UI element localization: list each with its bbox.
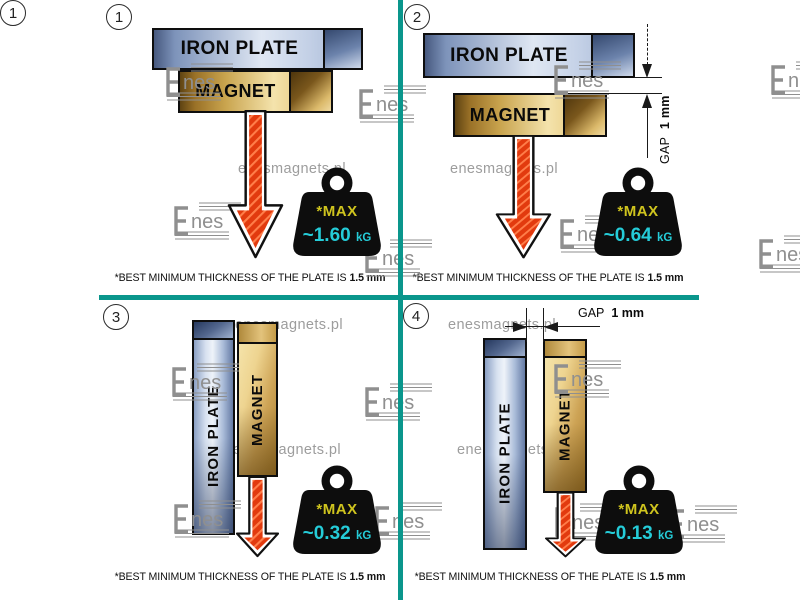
gap-label-4: GAP 1 mm: [578, 306, 645, 320]
watermark-logo: nes: [768, 58, 800, 102]
max-value-4: ~0.13 kG: [604, 523, 674, 544]
svg-text:nes: nes: [191, 211, 223, 233]
watermark-logo: nes: [756, 232, 800, 276]
magnet-4-end-cap: [545, 341, 585, 358]
panel-1-number: 1: [0, 0, 26, 26]
svg-text:nes: nes: [687, 514, 719, 536]
gap-dim-line: [647, 108, 648, 158]
caption-1: *BEST MINIMUM THICKNESS OF THE PLATE IS 1…: [114, 272, 386, 284]
gap-ext-line-right: [543, 308, 544, 342]
svg-text:nes: nes: [392, 511, 424, 533]
watermark-logo: nes: [551, 357, 623, 401]
magnet-3: MAGNET: [237, 322, 278, 477]
watermark-logo: nes: [163, 60, 235, 104]
gap-ext-line-left: [526, 308, 527, 342]
watermark-logo: nes: [169, 360, 241, 404]
svg-text:nes: nes: [189, 372, 221, 394]
gap-dim-arrow-left: [544, 322, 558, 332]
caption-4: *BEST MINIMUM THICKNESS OF THE PLATE IS 1…: [414, 571, 686, 583]
iron-plate-1-end-cap: [323, 30, 361, 68]
watermark-logo: nes: [372, 499, 444, 543]
magnet-2-label: MAGNET: [469, 104, 551, 125]
gap-dim-arrow-up: [642, 94, 652, 108]
pull-force-arrow-3: [236, 476, 279, 558]
svg-text:nes: nes: [183, 72, 215, 94]
panel-number-text: 1: [8, 4, 18, 22]
watermark-logo: nes: [551, 58, 623, 102]
magnet-1-end-cap: [289, 72, 331, 111]
panel-4-circle: 4: [403, 303, 429, 329]
iron-plate-4-label: IRON PLATE: [496, 402, 514, 504]
iron-plate-2-label: IRON PLATE: [450, 44, 568, 66]
max-label-3: *MAX: [316, 501, 358, 518]
max-label-1: *MAX: [316, 203, 358, 220]
watermark-logo: nes: [171, 497, 243, 541]
panel-3-circle: 3: [103, 304, 129, 330]
svg-text:nes: nes: [788, 70, 800, 92]
weight-icon-4: *MAX ~0.13 kG: [594, 464, 684, 556]
pull-force-arrow-4: [545, 492, 586, 558]
magnet-3-end-cap: [239, 324, 276, 344]
caption-2: *BEST MINIMUM THICKNESS OF THE PLATE IS 1…: [412, 272, 684, 284]
magnet-2: MAGNET: [453, 93, 607, 137]
svg-text:nes: nes: [191, 509, 223, 531]
watermark-site: enesmagnets.pl: [448, 317, 556, 333]
gap-dim-arrow-down: [642, 64, 652, 78]
svg-text:nes: nes: [571, 369, 603, 391]
max-label-2: *MAX: [617, 203, 659, 220]
svg-text:nes: nes: [776, 244, 800, 266]
magnet-3-label: MAGNET: [249, 373, 266, 446]
svg-text:nes: nes: [571, 70, 603, 92]
max-value-2: ~0.64 kG: [603, 225, 673, 246]
gap-label-2: GAP 1 mm: [658, 95, 672, 164]
svg-text:nes: nes: [376, 94, 408, 116]
iron-plate-1-label: IRON PLATE: [180, 38, 299, 59]
panel-1-circle: 1: [106, 4, 132, 30]
max-value-3: ~0.32 kG: [302, 523, 372, 544]
gap-ext-line-top: [634, 77, 662, 78]
pull-force-arrow-2: [495, 135, 552, 259]
max-value-1: ~1.60 kG: [302, 225, 372, 246]
vertical-divider: [398, 0, 403, 600]
iron-plate-4-end-cap: [485, 340, 525, 358]
caption-3: *BEST MINIMUM THICKNESS OF THE PLATE IS 1…: [114, 571, 386, 583]
magnet-2-end-cap: [563, 95, 605, 135]
gap-dim-dashed-line: [647, 24, 648, 65]
pull-force-arrow-1: [227, 110, 284, 259]
iron-plate-3-end-cap: [194, 322, 233, 340]
gap-ext-line-bottom: [607, 93, 662, 94]
iron-plate-4: IRON PLATE: [483, 338, 527, 550]
svg-text:nes: nes: [572, 512, 604, 534]
iron-plate-2: IRON PLATE: [423, 33, 635, 78]
iron-plate-1: IRON PLATE: [152, 28, 363, 70]
weight-icon-3: *MAX ~0.32 kG: [292, 464, 382, 556]
horizontal-divider: [99, 295, 699, 300]
weight-icon-2: *MAX ~0.64 kG: [593, 166, 683, 258]
gap-dim-arrow-right: [513, 322, 527, 332]
watermark-logo: nes: [171, 199, 243, 243]
weight-icon-1: *MAX ~1.60 kG: [292, 166, 382, 258]
watermark-logo: nes: [356, 82, 428, 126]
panel-2-circle: 2: [404, 4, 430, 30]
max-label-4: *MAX: [618, 501, 660, 518]
